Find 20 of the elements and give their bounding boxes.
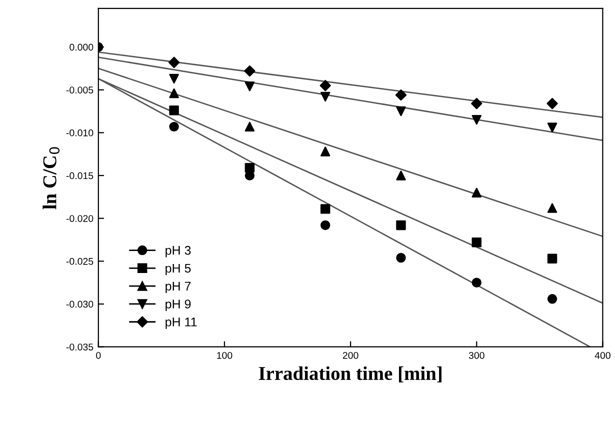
legend-label: pH 9 (166, 300, 191, 311)
y-tick-label: -0.020 (66, 215, 94, 222)
x-axis-title: Irradiation time [min] (258, 366, 442, 382)
legend-label: pH 7 (166, 282, 191, 294)
x-tick-label: 300 (468, 352, 484, 359)
legend-label: pH 5 (166, 264, 191, 276)
y-tick-label: -0.010 (66, 129, 94, 136)
legend-label: pH 11 (166, 318, 197, 329)
x-tick-label: 400 (594, 352, 610, 359)
legend-label: pH 3 (166, 246, 191, 258)
y-tick-label: -0.025 (66, 258, 94, 265)
y-axis-title: ln C/C$_{0}$ (42, 147, 60, 210)
x-tick-label: 0 (96, 352, 101, 359)
y-tick-label: -0.005 (66, 86, 94, 94)
x-tick-label: 100 (217, 352, 232, 359)
x-tick-label: 200 (342, 352, 358, 359)
y-tick-label: 0.000 (70, 44, 94, 51)
y-tick-label: -0.015 (66, 172, 94, 180)
y-tick-label: -0.030 (66, 300, 94, 308)
y-tick-label: -0.035 (66, 344, 94, 350)
